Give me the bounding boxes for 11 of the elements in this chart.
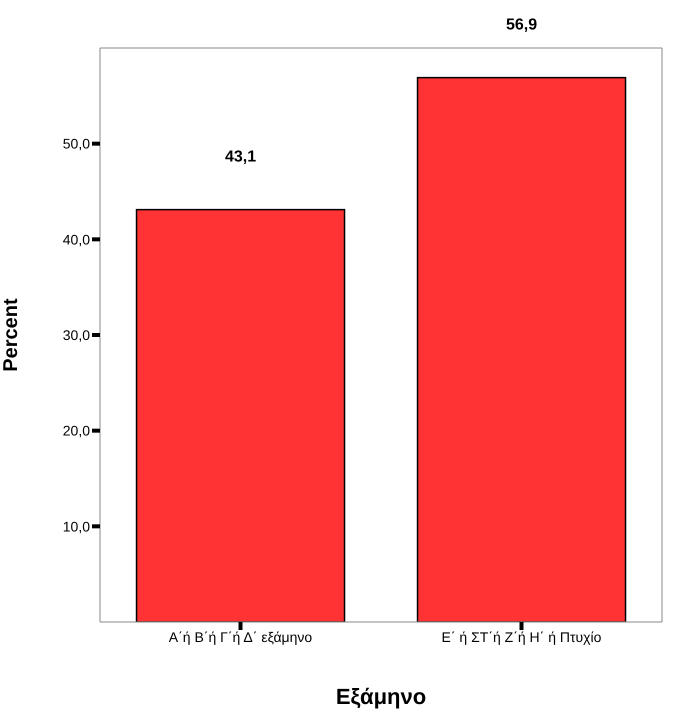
y-tick-label: 40,0	[62, 231, 90, 248]
data-label: 56,9	[506, 16, 538, 34]
x-tick-label: Ε΄ ή ΣΤ΄ή Ζ΄ή Η΄ ή Πτυχίο	[442, 628, 602, 645]
x-axis-title: Εξάμηνο	[336, 684, 426, 709]
y-axis-title: Percent	[0, 298, 22, 372]
y-tick-label: 30,0	[62, 326, 90, 343]
y-tick-label: 20,0	[62, 422, 90, 439]
y-tick-label: 50,0	[62, 136, 90, 152]
data-label: 43,1	[224, 148, 256, 166]
x-tick-label: Α΄ή Β΄ή Γ΄ή Δ΄ εξάμηνο	[168, 628, 312, 645]
y-tick-label: 10,0	[62, 518, 90, 534]
